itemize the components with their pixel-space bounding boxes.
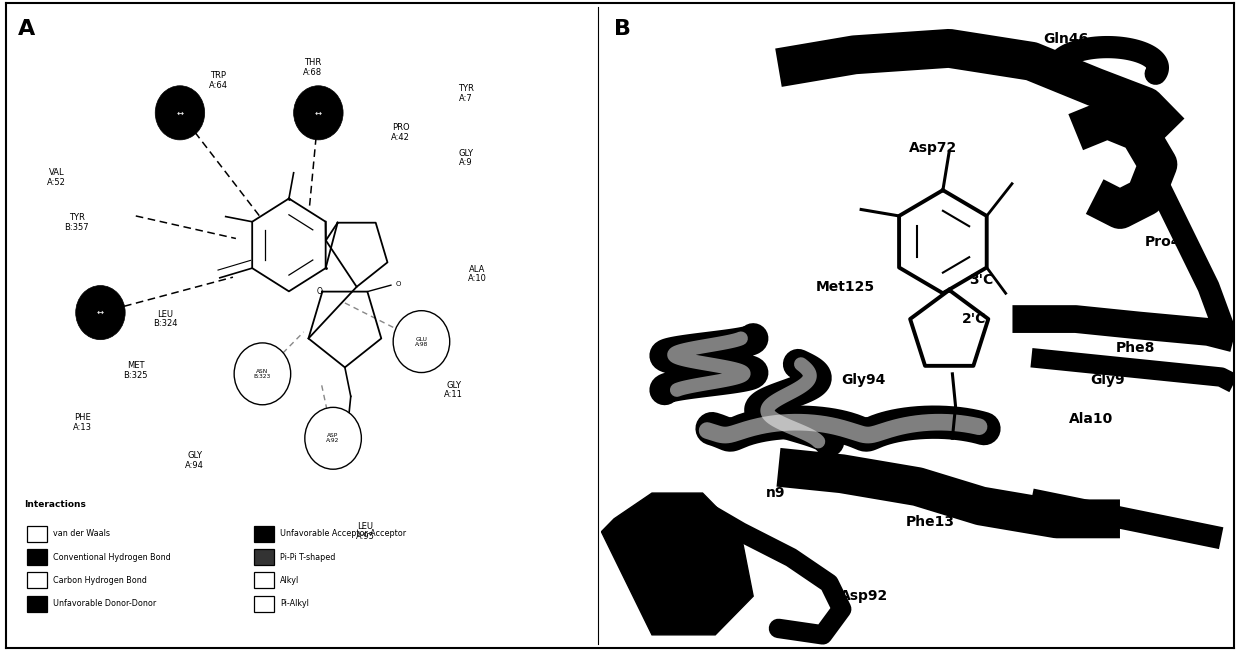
- Text: Met125: Met125: [816, 280, 874, 294]
- Text: Carbon Hydrogen Bond: Carbon Hydrogen Bond: [53, 576, 148, 585]
- Text: LEU
A:95: LEU A:95: [356, 522, 374, 541]
- Text: Gly94: Gly94: [842, 373, 887, 387]
- Text: Gln46: Gln46: [1044, 32, 1089, 46]
- Text: O: O: [396, 281, 401, 287]
- Text: Phe8: Phe8: [1116, 341, 1156, 355]
- Text: ↔: ↔: [315, 108, 322, 117]
- Circle shape: [294, 86, 343, 140]
- FancyBboxPatch shape: [27, 596, 47, 612]
- Text: THR
A:68: THR A:68: [303, 59, 322, 77]
- Text: Gly11: Gly11: [1034, 515, 1079, 529]
- Text: A: A: [17, 20, 35, 39]
- Text: Unfavorable Donor-Donor: Unfavorable Donor-Donor: [53, 599, 156, 608]
- Text: ASN
B:323: ASN B:323: [254, 369, 272, 379]
- FancyBboxPatch shape: [253, 549, 274, 565]
- Text: 2'C: 2'C: [962, 312, 987, 326]
- Text: ↔: ↔: [97, 308, 104, 317]
- Text: Interactions: Interactions: [24, 500, 86, 509]
- Text: Alkyl: Alkyl: [280, 576, 299, 585]
- Text: PRO
A:42: PRO A:42: [392, 123, 410, 141]
- FancyBboxPatch shape: [27, 526, 47, 542]
- Text: GLY
A:9: GLY A:9: [458, 148, 474, 167]
- FancyBboxPatch shape: [27, 549, 47, 565]
- Text: ASP
A:92: ASP A:92: [326, 434, 340, 443]
- Text: PHE
A:13: PHE A:13: [73, 413, 92, 432]
- Text: ↔: ↔: [176, 108, 184, 117]
- FancyBboxPatch shape: [253, 526, 274, 542]
- Text: TYR
B:357: TYR B:357: [64, 213, 89, 232]
- Text: Conventional Hydrogen Bond: Conventional Hydrogen Bond: [53, 553, 171, 562]
- Text: Asp92: Asp92: [839, 589, 888, 603]
- Text: 3'C: 3'C: [968, 273, 993, 287]
- Text: TYR
A:7: TYR A:7: [458, 84, 474, 103]
- Text: Pi-Alkyl: Pi-Alkyl: [280, 599, 309, 608]
- Text: Gly9: Gly9: [1090, 373, 1125, 387]
- Text: Phe13: Phe13: [905, 515, 955, 529]
- Polygon shape: [601, 493, 753, 635]
- Circle shape: [234, 343, 290, 405]
- Text: Pi-Pi T-shaped: Pi-Pi T-shaped: [280, 553, 336, 562]
- Circle shape: [393, 311, 450, 372]
- Text: Ala10: Ala10: [1069, 412, 1114, 426]
- Text: GLY
A:94: GLY A:94: [185, 452, 205, 470]
- Text: van der Waals: van der Waals: [53, 529, 110, 538]
- Text: GLY
A:11: GLY A:11: [444, 381, 464, 399]
- Text: Pro42: Pro42: [1145, 235, 1190, 249]
- Circle shape: [76, 286, 125, 340]
- Text: B: B: [614, 20, 631, 39]
- FancyBboxPatch shape: [253, 596, 274, 612]
- Text: MET
B:325: MET B:325: [124, 361, 148, 380]
- Circle shape: [305, 408, 361, 469]
- Text: n9: n9: [765, 486, 785, 500]
- Text: LEU
B:324: LEU B:324: [153, 310, 177, 328]
- Text: O: O: [316, 287, 322, 296]
- Text: Unfavorable Acceptor-Acceptor: Unfavorable Acceptor-Acceptor: [280, 529, 407, 538]
- Text: ALA
A:10: ALA A:10: [467, 264, 487, 283]
- Text: Asp72: Asp72: [909, 141, 957, 156]
- Circle shape: [155, 86, 205, 140]
- Text: VAL
A:52: VAL A:52: [47, 168, 66, 187]
- Text: Trp12: Trp12: [977, 495, 1022, 510]
- Text: Tyr7: Tyr7: [1179, 328, 1213, 342]
- FancyBboxPatch shape: [27, 572, 47, 589]
- Text: GLU
A:98: GLU A:98: [414, 337, 428, 346]
- FancyBboxPatch shape: [253, 572, 274, 589]
- Text: TRP
A:64: TRP A:64: [208, 71, 228, 90]
